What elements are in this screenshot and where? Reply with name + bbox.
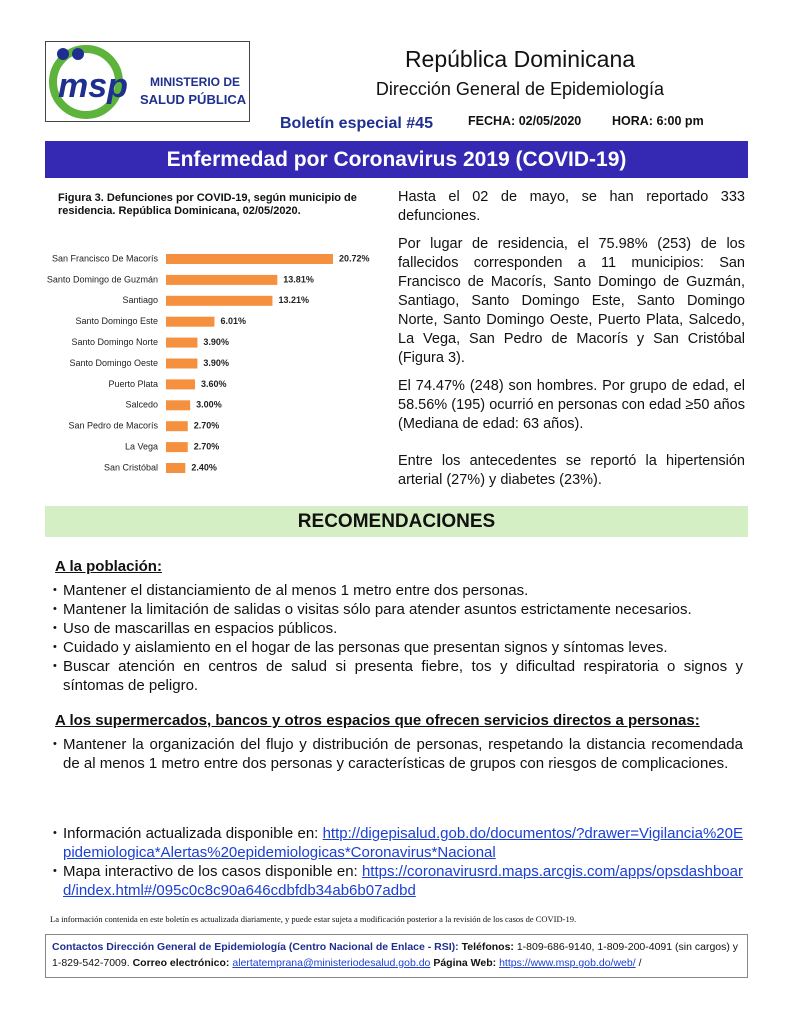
separator: / — [638, 957, 642, 969]
value-label: 2.40% — [191, 462, 217, 472]
y-tick-label: San Pedro de Macorís — [68, 421, 158, 431]
value-label: 2.70% — [194, 421, 220, 431]
bullet-item: Uso de mascarillas en espacios públicos. — [53, 619, 743, 638]
contact-label: Contactos Dirección General de Epidemiol… — [52, 941, 459, 953]
bullet-list: Mantener la organización del flujo y dis… — [53, 735, 743, 773]
y-tick-label: Santo Domingo Este — [75, 316, 158, 326]
logo-dot — [57, 48, 69, 60]
country: República Dominicana — [404, 46, 636, 72]
bar — [166, 379, 196, 390]
bar — [166, 274, 278, 285]
bullet-item: Mantener la organización del flujo y dis… — [53, 735, 743, 773]
value-label: 13.21% — [278, 295, 309, 305]
banner: Enfermedad por Coronavirus 2019 (COVID-1… — [45, 141, 748, 178]
paragraph: El 74.47% (248) son hombres. Por grupo d… — [398, 378, 745, 432]
recommendation-section: A los supermercados, bancos y otros espa… — [53, 711, 743, 773]
value-label: 6.01% — [220, 316, 246, 326]
y-tick-label: Santo Domingo Oeste — [69, 358, 158, 368]
y-tick-label: Santo Domingo de Guzmán — [47, 274, 158, 284]
value-label: 3.90% — [203, 337, 229, 347]
bullet-item: Mantener el distanciamiento de al menos … — [53, 581, 743, 600]
link-item: Información actualizada disponible en: h… — [53, 824, 743, 862]
bullet-list: Mantener el distanciamiento de al menos … — [53, 581, 743, 695]
department: Dirección General de Epidemiología — [375, 79, 665, 99]
bullet-item: Buscar atención en centros de salud si p… — [53, 657, 743, 695]
value-label: 3.00% — [196, 400, 222, 410]
bar — [166, 358, 198, 369]
link-text: Información actualizada disponible en: — [63, 825, 319, 842]
y-tick-label: Salcedo — [125, 400, 158, 410]
value-label: 13.81% — [283, 274, 314, 284]
web-label: Página Web: — [433, 957, 497, 969]
email[interactable]: alertatemprana@ministeriodesalud.gob.do — [232, 957, 431, 969]
link-text: Mapa interactivo de los casos disponible… — [63, 863, 358, 880]
paragraph: Hasta el 02 de mayo, se han reportado 33… — [398, 189, 745, 224]
bar — [166, 463, 186, 473]
bullet-item: Mantener la limitación de salidas o visi… — [53, 600, 743, 619]
value-label: 20.72% — [339, 253, 370, 263]
summary: Hasta el 02 de mayo, se han reportado 33… — [398, 188, 745, 499]
value-label: 3.60% — [201, 379, 227, 389]
value-label: 2.70% — [194, 441, 220, 451]
value-label: 3.90% — [203, 358, 229, 368]
link-item: Mapa interactivo de los casos disponible… — [53, 862, 743, 900]
y-tick-label: Santiago — [122, 295, 158, 305]
bar — [166, 254, 333, 264]
bar — [166, 400, 191, 411]
section-heading: A la población: — [55, 558, 162, 575]
section-title: RECOMENDACIONES — [45, 506, 748, 537]
date: FECHA: 02/05/2020 — [468, 114, 582, 128]
chart: San Francisco De Macorís 20.72% Santo Domi… — [47, 253, 370, 473]
phones: 1-809-686-9140, 1-809-200-4091 (sin carg… — [52, 941, 739, 969]
logo-dot — [72, 48, 84, 60]
y-tick-label: San Francisco De Macorís — [52, 253, 159, 263]
logo-mark: msp — [58, 67, 128, 105]
y-tick-label: Santo Domingo Norte — [71, 337, 158, 347]
web-link[interactable]: https://www.msp.gob.do/web/ — [499, 957, 636, 969]
bullet-item: Cuidado y aislamiento en el hogar de las… — [53, 638, 743, 657]
bar — [166, 442, 188, 453]
email-label: Correo electrónico: — [132, 957, 230, 969]
recommendation-section: A la población: Mantener el distanciamien… — [53, 557, 743, 695]
footnote: La información contenida en este boletín… — [50, 914, 577, 924]
link[interactable]: https://coronavirusrd.maps.arcgis.com/ap… — [63, 863, 743, 899]
paragraph: Entre los antecedentes se reportó la hip… — [398, 453, 745, 488]
y-tick-label: San Cristóbal — [104, 462, 158, 472]
logo-graphic: msp MINISTERIO DE SALUD PÚBLICA — [49, 45, 247, 119]
bar — [166, 295, 273, 306]
time: HORA: 6:00 pm — [612, 114, 704, 128]
bulletin: Boletín especial #45 — [280, 115, 433, 132]
link[interactable]: http://digepisalud.gob.do/documentos/?dr… — [63, 825, 743, 861]
links: Información actualizada disponible en: h… — [53, 824, 743, 900]
y-tick-label: La Vega — [125, 441, 158, 451]
y-tick-label: Puerto Plata — [108, 379, 158, 389]
chart-title: Figura 3. Defunciones por COVID-19, segú… — [58, 192, 357, 217]
bar — [166, 421, 188, 432]
phones-label: Teléfonos: — [461, 941, 514, 953]
logo-ring — [49, 45, 123, 119]
bar — [166, 316, 215, 327]
paragraph: Por lugar de residencia, el 75.98% (253)… — [398, 236, 745, 366]
bar — [166, 337, 198, 348]
contacts: Contactos Dirección General de Epidemiol… — [45, 934, 748, 978]
logo-line: MINISTERIO DE — [150, 75, 240, 89]
section-heading: A los supermercados, bancos y otros espa… — [55, 712, 700, 729]
logo: msp MINISTERIO DE SALUD PÚBLICA — [45, 41, 250, 122]
logo-line: SALUD PÚBLICA — [140, 92, 247, 107]
